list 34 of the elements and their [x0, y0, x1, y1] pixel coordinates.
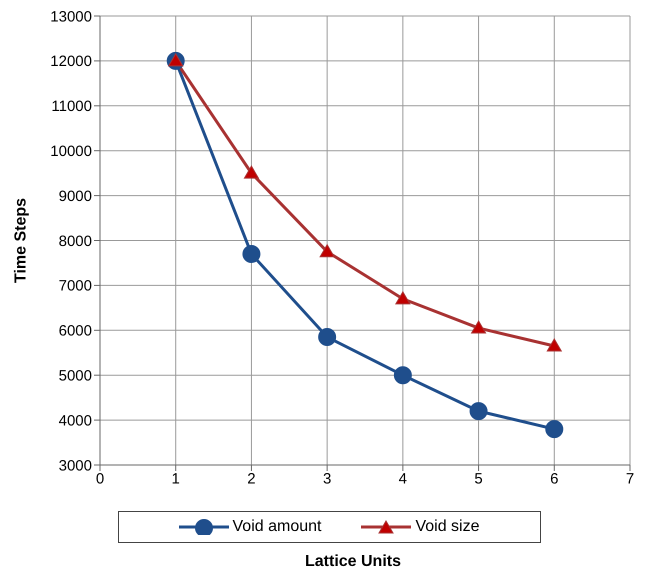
x-axis-title: Lattice Units — [304, 553, 402, 571]
y-tick-label: 7000 — [58, 278, 92, 295]
point — [546, 338, 562, 352]
y-tick-label: 11000 — [51, 98, 92, 116]
point — [394, 366, 412, 384]
y-tick-label: 6000 — [58, 322, 92, 340]
x-tick-label: 7 — [626, 470, 634, 488]
y-tick-label: 3000 — [58, 457, 92, 474]
x-tick-label: 5 — [474, 470, 483, 488]
point — [244, 166, 259, 179]
y-axis-title: Time Steps — [12, 198, 30, 284]
y-tick-label: 4000 — [58, 412, 92, 430]
y-tick-label: 12000 — [50, 53, 92, 70]
y-tick-label: 5000 — [58, 368, 92, 385]
point — [395, 291, 410, 304]
legend-label: Void size — [414, 518, 480, 536]
point — [318, 328, 336, 346]
point — [168, 53, 184, 66]
x-tick-label: 6 — [550, 470, 558, 488]
point — [545, 420, 564, 438]
x-tick-label: 0 — [96, 470, 104, 488]
y-tick-label: 13000 — [50, 8, 92, 26]
x-tick-label: 2 — [247, 470, 256, 488]
point — [471, 320, 486, 334]
point — [242, 244, 260, 263]
x-tick-label: 4 — [398, 470, 408, 488]
point — [470, 402, 488, 420]
y-tick-label: 9000 — [58, 188, 92, 205]
point — [320, 244, 335, 258]
y-tick-label: 8000 — [58, 232, 92, 250]
y-tick-label: 10000 — [50, 143, 92, 160]
x-tick-label: 1 — [172, 470, 180, 488]
x-tick-label: 3 — [322, 470, 332, 488]
legend-label: Void amount — [232, 518, 322, 536]
